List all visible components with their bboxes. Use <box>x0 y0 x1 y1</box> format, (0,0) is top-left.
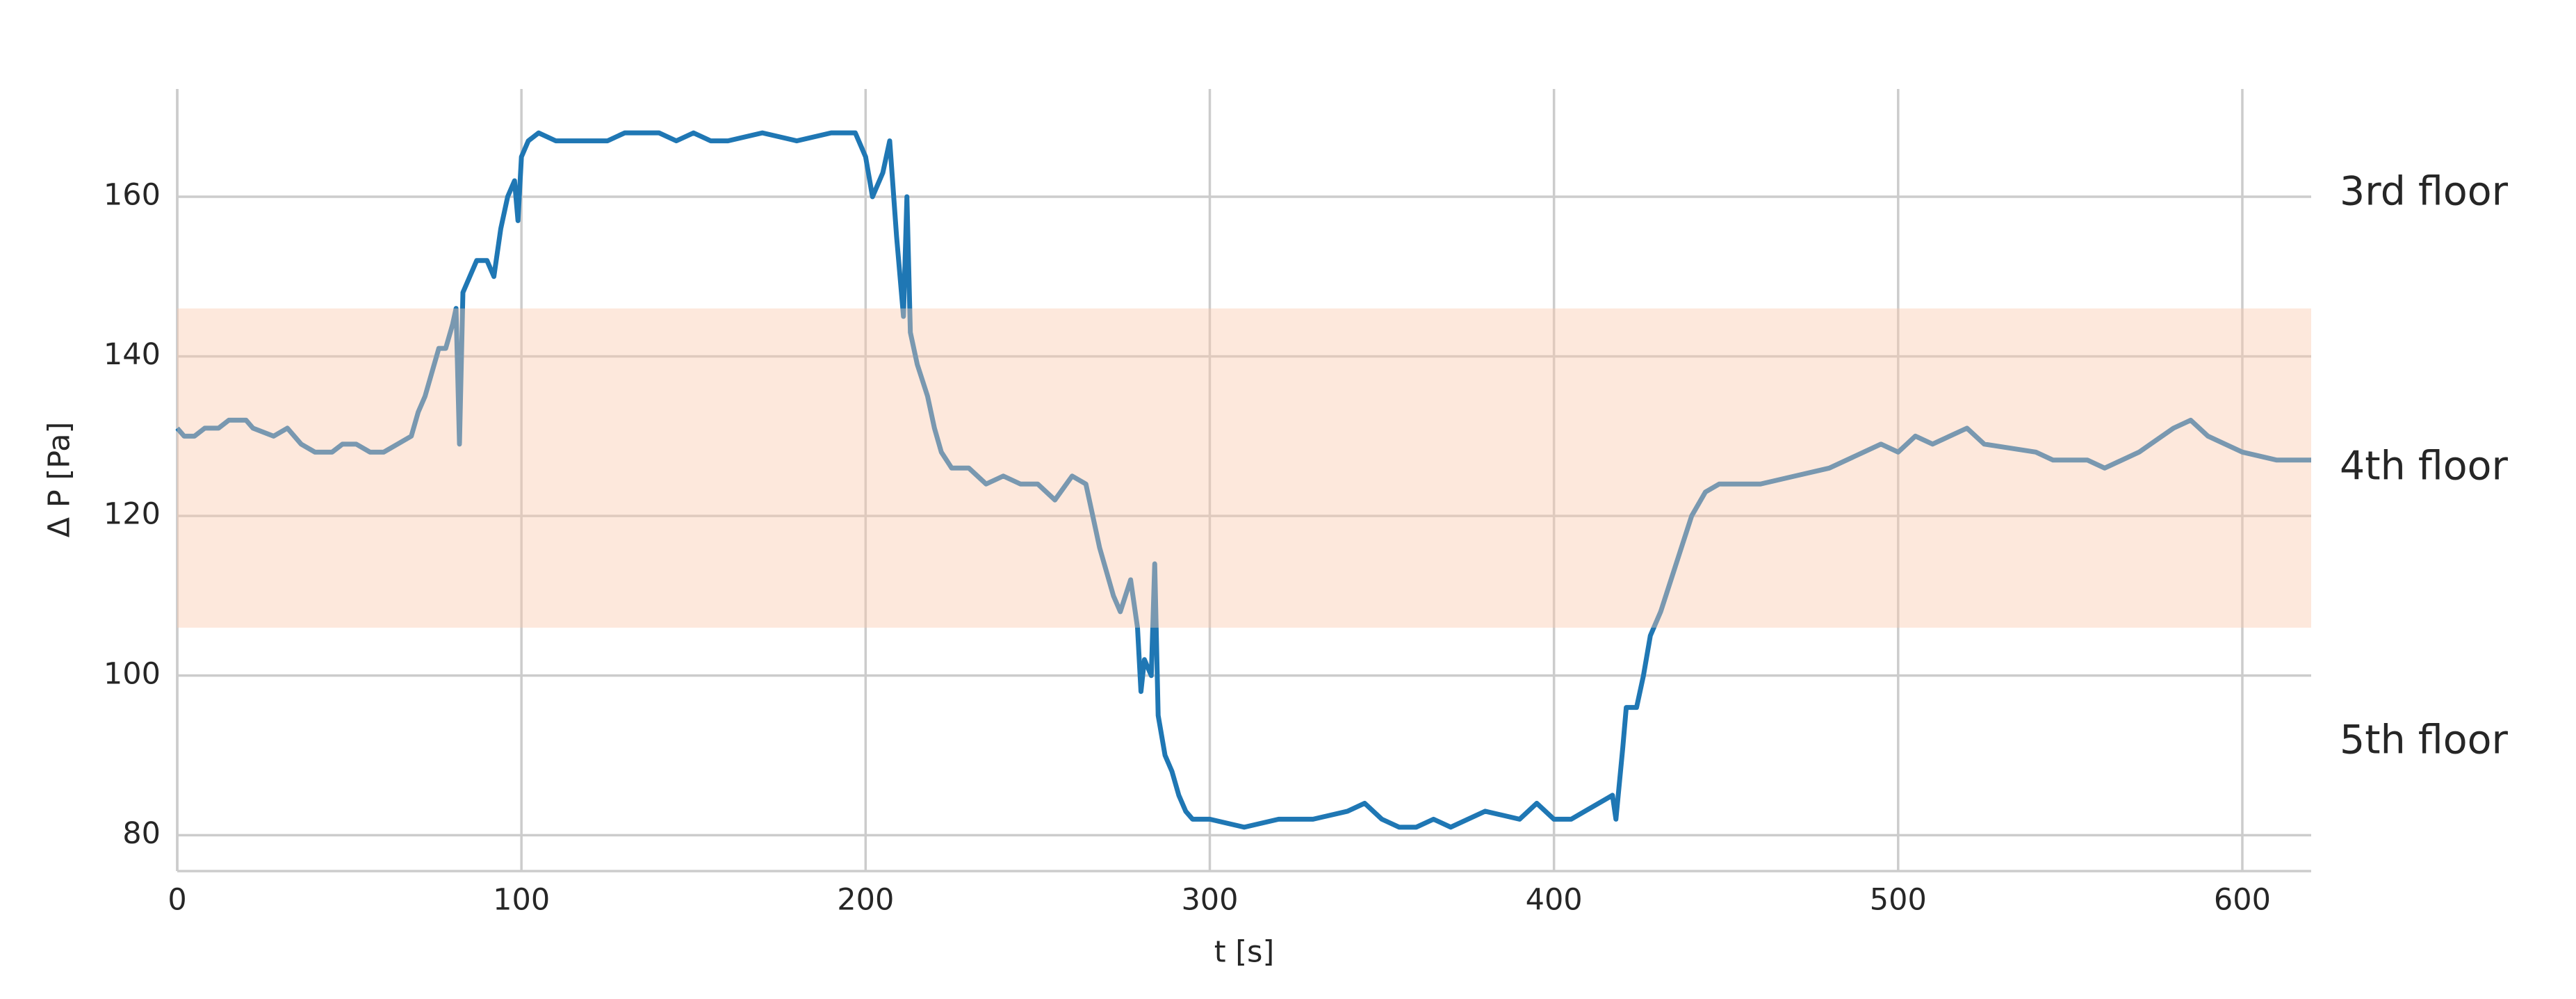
x-tick-label: 100 <box>493 883 550 918</box>
floor-label: 5th floor <box>2340 717 2509 763</box>
x-tick-label: 0 <box>168 883 186 918</box>
y-tick-label: 120 <box>104 497 161 532</box>
x-tick-label: 200 <box>837 883 894 918</box>
x-tick-label: 500 <box>1870 883 1927 918</box>
y-tick-label: 160 <box>104 177 161 212</box>
x-tick-label: 300 <box>1181 883 1238 918</box>
x-tick-label: 600 <box>2214 883 2271 918</box>
x-axis-label: t [s] <box>1214 935 1274 970</box>
data-line <box>175 130 2311 830</box>
shaded-band <box>177 308 2311 628</box>
floor-label: 4th floor <box>2340 444 2509 489</box>
floor-label: 3rd floor <box>2340 169 2509 215</box>
y-tick-label: 100 <box>104 656 161 691</box>
y-tick-label: 80 <box>122 816 161 851</box>
y-axis-label: Δ P [Pa] <box>42 422 77 538</box>
y-tick-label: 140 <box>104 337 161 372</box>
x-tick-label: 400 <box>1526 883 1583 918</box>
